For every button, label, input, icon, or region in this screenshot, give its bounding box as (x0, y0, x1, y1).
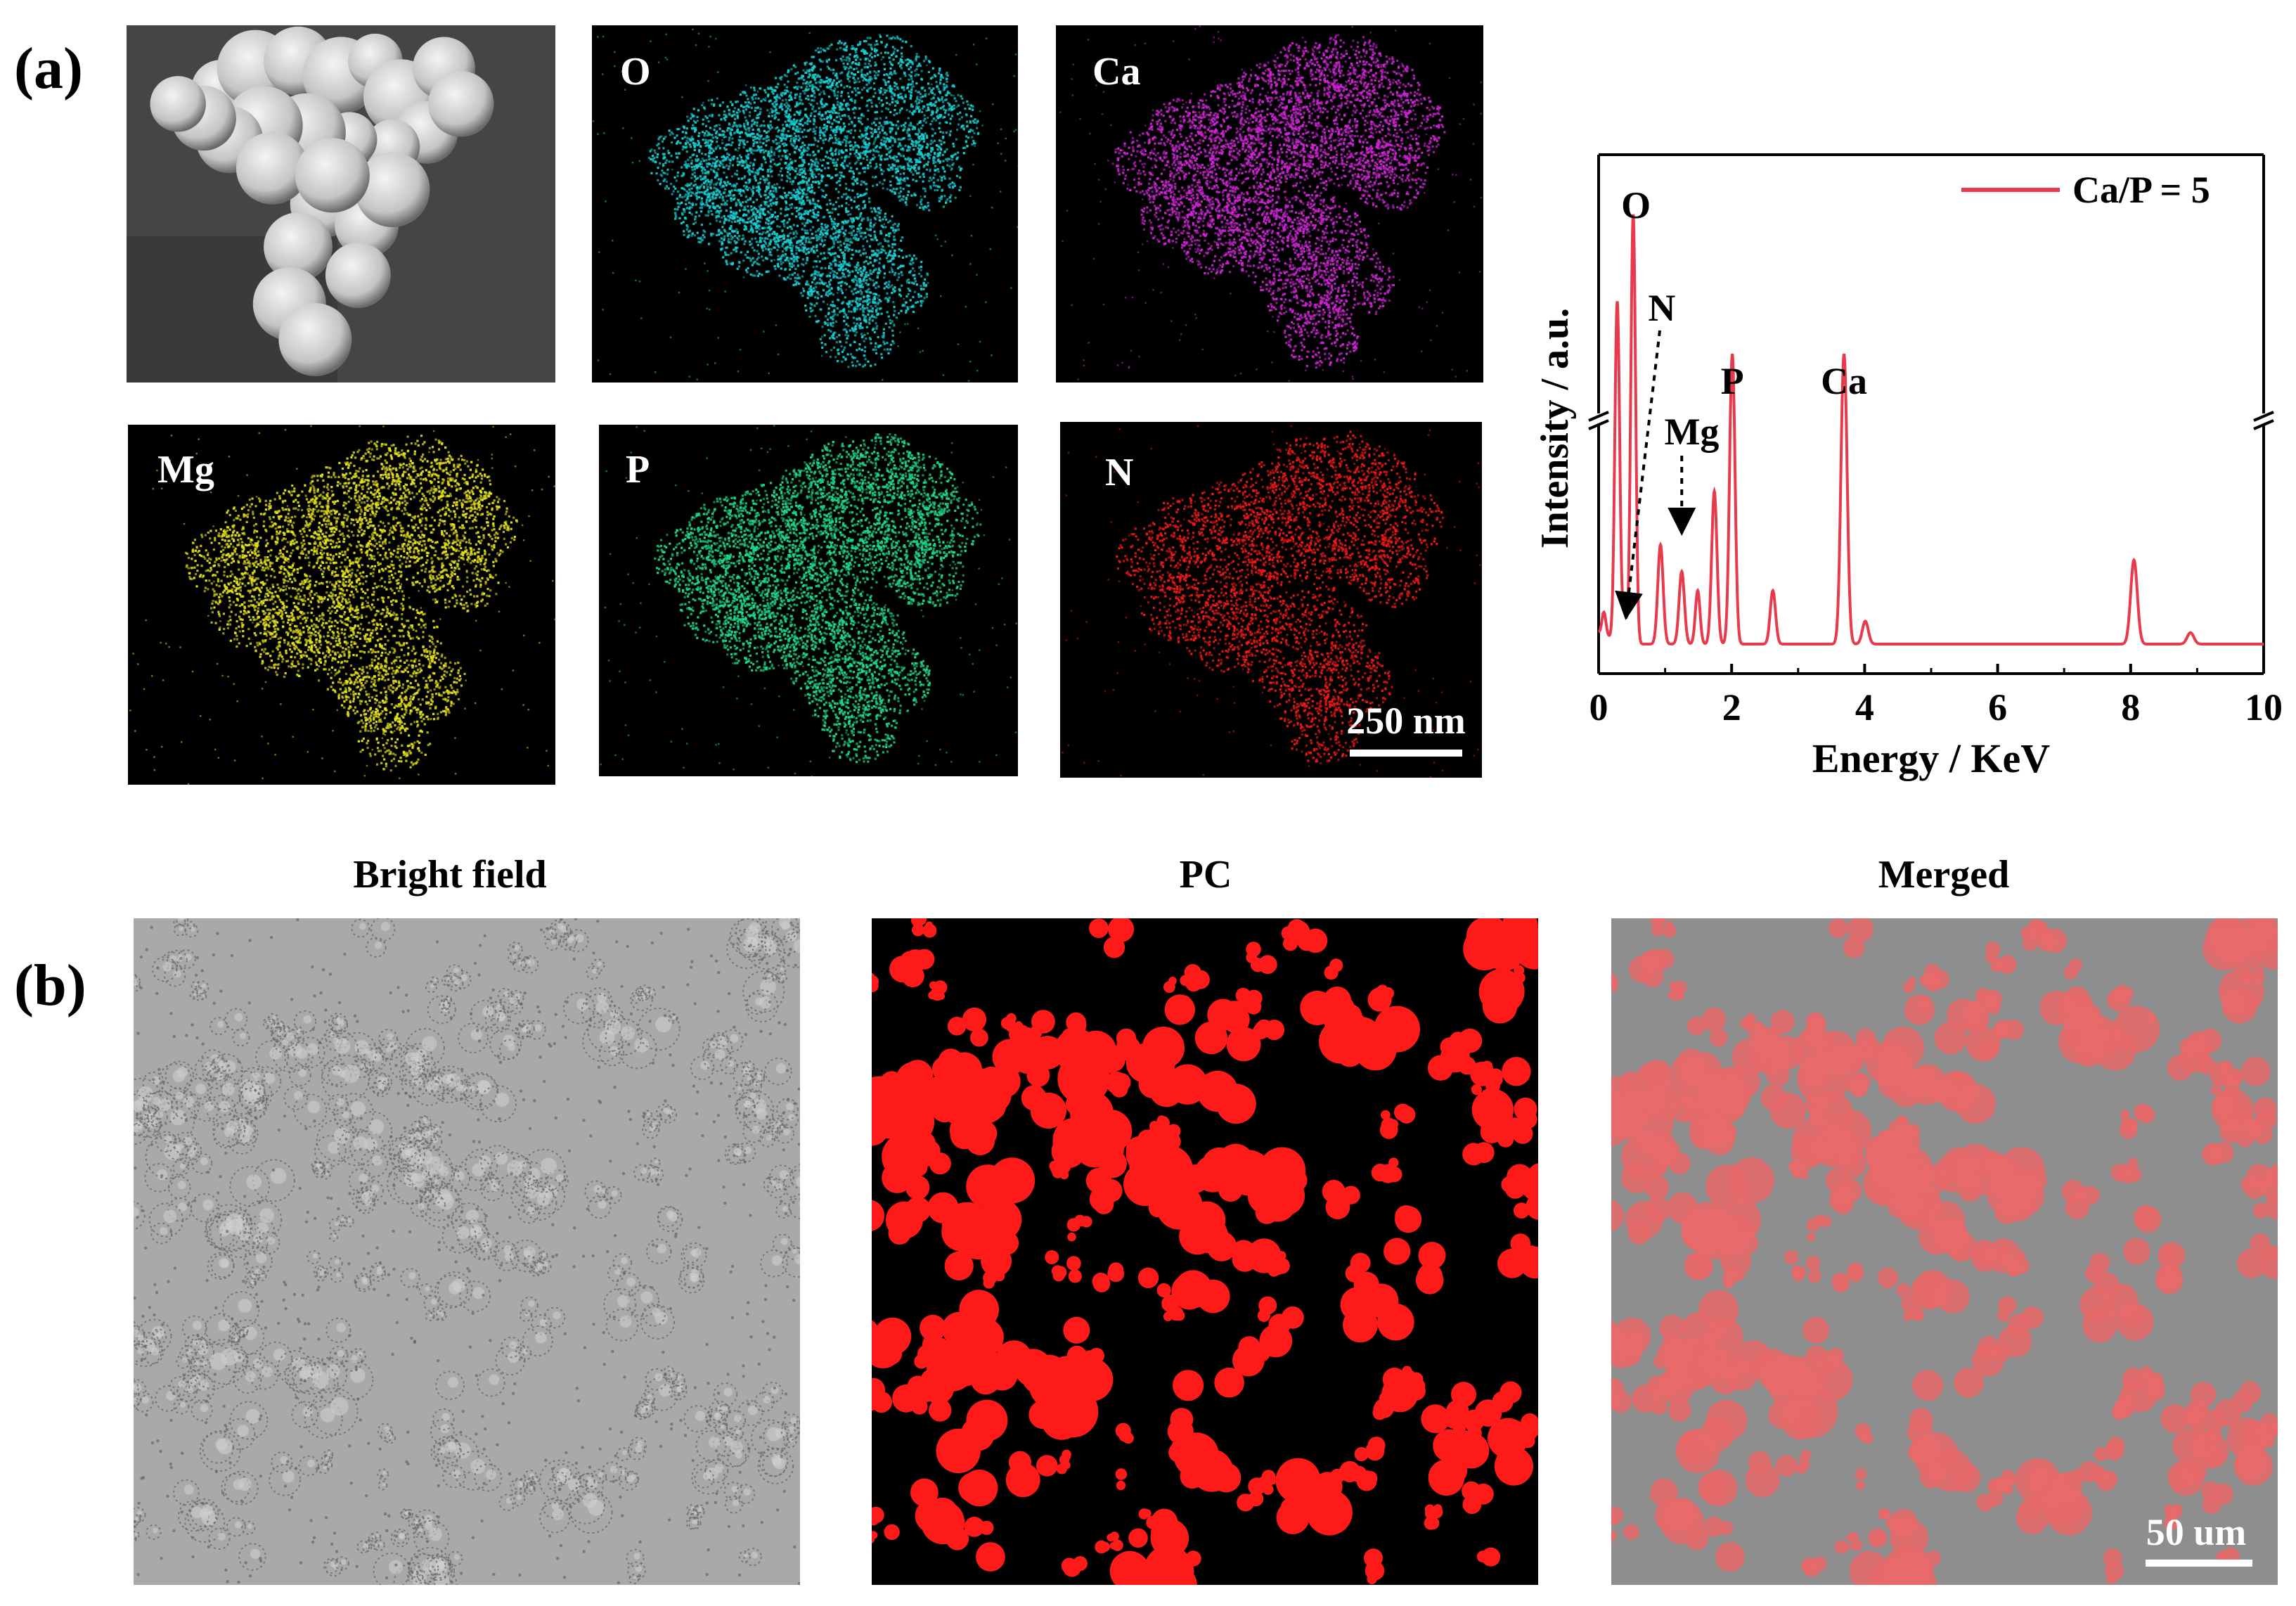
x-tick-label: 10 (2245, 686, 2283, 728)
merged-image: 50 um (1611, 918, 2278, 1585)
x-tick-label: 6 (1988, 686, 2007, 728)
sem-image (127, 25, 555, 383)
eds-map-phosphorus: P (599, 425, 1018, 776)
eds-map-label: P (626, 450, 650, 489)
eds-map-label: N (1105, 453, 1133, 492)
eds-map-label: Ca (1092, 52, 1140, 91)
scale-bar-um (2146, 1560, 2252, 1567)
eds-map-magnesium: Mg (128, 425, 555, 785)
scale-bar-label-um: 50 um (2126, 1513, 2266, 1551)
legend-label: Ca/P = 5 (2072, 169, 2210, 211)
peak-label-mg: Mg (1664, 411, 1719, 453)
eds-map-calcium: Ca (1056, 25, 1483, 383)
spectrum-line (1597, 214, 2264, 645)
x-axis-label: Energy / KeV (1812, 735, 2050, 781)
axis-break-mark (1588, 411, 1609, 422)
eds-spectrum-chart: 0 2 4 6 8 10 Energy / KeV Intensity / a.u. Ca/P … (1533, 153, 2283, 781)
pc-fluorescence-image (872, 918, 1538, 1585)
arrow-n (1615, 330, 1662, 620)
eds-map-oxygen: O (592, 25, 1018, 383)
eds-map-label: O (620, 52, 651, 91)
peak-label-o: O (1621, 184, 1651, 226)
x-tick-label: 0 (1589, 686, 1608, 728)
eds-map-label: Mg (157, 450, 214, 489)
axis-break-mark (2253, 419, 2274, 430)
peak-label-p: P (1721, 360, 1744, 402)
bright-field-image (134, 918, 800, 1585)
y-axis-label: Intensity / a.u. (1533, 308, 1577, 548)
axis-break-mark (2253, 411, 2274, 422)
scale-bar-nm (1350, 750, 1462, 757)
panel-label-b: (b) (14, 956, 86, 1015)
eds-map-nitrogen: N 250 nm (1060, 422, 1482, 778)
axis-break-mark (1588, 419, 1609, 430)
panel-label-a: (a) (14, 39, 83, 98)
scale-bar-label-nm: 250 nm (1336, 702, 1476, 740)
title-bright-field: Bright field (134, 855, 766, 894)
x-tick-label: 4 (1855, 686, 1874, 728)
title-pc: PC (872, 855, 1540, 894)
x-tick-label: 8 (2121, 686, 2140, 728)
x-tick-label: 2 (1722, 686, 1741, 728)
peak-label-ca: Ca (1821, 360, 1867, 402)
title-merged: Merged (1610, 855, 2278, 894)
peak-label-n: N (1648, 287, 1675, 329)
